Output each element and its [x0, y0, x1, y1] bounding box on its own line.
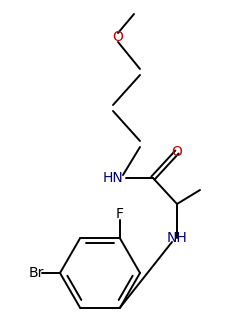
Text: NH: NH — [167, 231, 187, 245]
Text: Br: Br — [28, 266, 44, 280]
Text: O: O — [113, 30, 123, 44]
Text: O: O — [172, 145, 182, 159]
Text: F: F — [116, 207, 124, 221]
Text: HN: HN — [103, 171, 123, 185]
